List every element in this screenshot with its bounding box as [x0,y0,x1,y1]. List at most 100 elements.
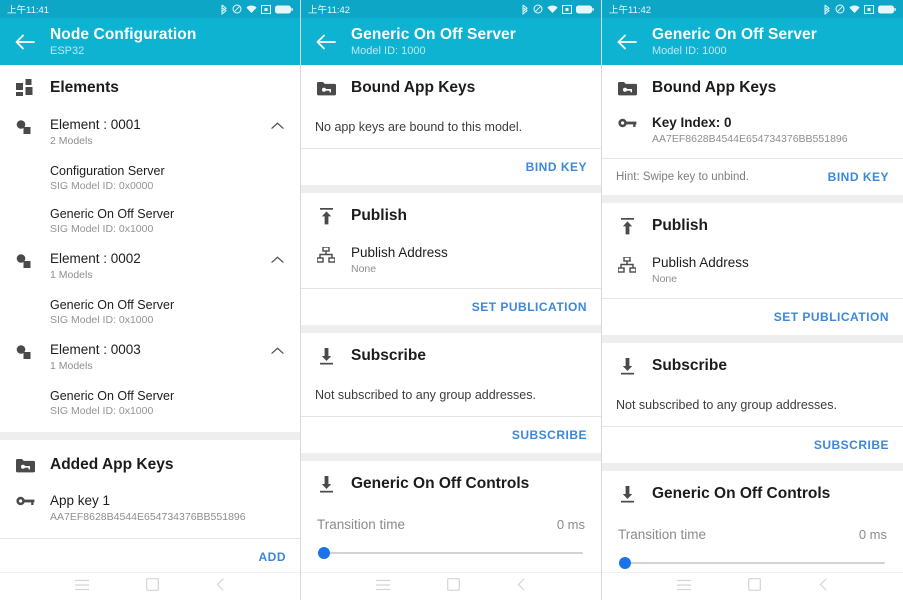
chevron-up-icon[interactable] [268,116,286,130]
app-bar-titles: Generic On Off Server Model ID: 1000 [652,26,817,58]
set-publication-button[interactable]: SET PUBLICATION [471,299,587,314]
app-key-row[interactable]: App key 1 AA7EF8628B4544E654734376BB5518… [0,486,300,538]
back-arrow-icon[interactable] [614,29,640,55]
bound-app-keys-title: Bound App Keys [652,79,777,96]
model-id: SIG Model ID: 0x0000 [50,180,154,192]
element-row[interactable]: Element : 0002 1 Models [0,243,300,291]
divider [602,298,903,299]
bound-key-row[interactable]: Key Index: 0 AA7EF8628B4544E654734376BB5… [602,109,903,158]
section-header-publish: Publish [602,203,903,247]
folder-key-icon [616,81,638,96]
home-icon[interactable] [748,577,762,596]
element-row[interactable]: Element : 0003 1 Models [0,334,300,382]
app-bar: Node Configuration ESP32 [0,18,300,65]
page-title: Node Configuration [50,25,197,43]
element-row[interactable]: Element : 0001 2 Models [0,109,300,157]
section-header-bound-app-keys: Bound App Keys [602,65,903,109]
scroll-body[interactable]: Bound App Keys Key Index: 0 AA7EF8628B45… [602,65,903,572]
key-icon [616,114,638,129]
phone-screen-node-configuration: 上午11:41 Node Configuration ESP32 [0,0,301,600]
divider [602,426,903,427]
section-header-bound-app-keys: Bound App Keys [301,65,601,109]
menu-icon[interactable] [375,578,390,596]
sim-icon [261,4,271,14]
section-header-controls: Generic On Off Controls [602,471,903,515]
app-key-value: AA7EF8628B4544E654734376BB551896 [50,511,246,523]
bluetooth-icon [221,4,227,15]
slider-knob[interactable] [318,547,330,559]
back-arrow-icon[interactable] [12,29,38,55]
transition-time-slider-block: Transition time 0 ms [602,515,903,572]
section-header-added-app-keys: Added App Keys [0,440,300,486]
battery-icon [275,5,293,13]
transition-time-label: Transition time [618,527,707,542]
wifi-icon [849,5,860,13]
menu-icon[interactable] [74,578,89,596]
model-row[interactable]: Generic On Off Server SIG Model ID: 0x10… [0,291,300,334]
divider [0,538,300,539]
element-text: Element : 0001 2 Models [50,116,268,148]
app-key-name: App key 1 [50,493,111,508]
subscribe-title: Subscribe [652,357,727,374]
page-subtitle: Model ID: 1000 [652,44,727,57]
publish-address-row[interactable]: Publish Address None [602,247,903,298]
status-clock: 上午11:42 [308,5,351,16]
publish-upload-icon [616,217,638,235]
model-row[interactable]: Generic On Off Server SIG Model ID: 0x10… [0,200,300,243]
battery-icon [576,5,594,13]
slider-knob[interactable] [619,557,631,569]
model-row[interactable]: Configuration Server SIG Model ID: 0x000… [0,157,300,200]
bind-key-button[interactable]: BIND KEY [525,159,587,174]
subscribe-title: Subscribe [351,347,426,364]
model-row[interactable]: Generic On Off Server SIG Model ID: 0x10… [0,382,300,432]
scroll-body[interactable]: Elements Element : 0001 2 Models [0,65,300,572]
add-app-key-actionbar: ADD [0,539,300,572]
chevron-up-icon[interactable] [268,341,286,355]
back-icon[interactable] [216,577,225,596]
publish-card: Publish Publish Address None SET PUBLICA… [602,203,903,335]
back-icon[interactable] [819,577,828,596]
status-bar: 上午11:41 [0,0,300,18]
added-app-keys-card: Added App Keys App key 1 AA7EF8628B4544E… [0,440,300,572]
delay-slider-block: Delay (5ms steps) 0 ms [301,568,601,572]
publish-address-label: Publish Address [652,255,749,270]
folder-key-icon [14,458,36,473]
status-icons [220,4,293,15]
transition-time-value: 0 ms [858,527,887,542]
subscribe-button[interactable]: SUBSCRIBE [813,437,889,452]
publish-address-row[interactable]: Publish Address None [301,237,601,288]
model-id: SIG Model ID: 0x1000 [50,223,154,235]
add-button[interactable]: ADD [258,549,286,564]
subscribe-download-icon [315,475,337,493]
slider-rail [624,562,885,564]
menu-icon[interactable] [676,578,691,596]
wifi-icon [246,5,257,13]
page-title: Generic On Off Server [351,25,516,43]
bound-app-keys-empty-text: No app keys are bound to this model. [315,120,523,134]
status-clock: 上午11:42 [609,5,652,16]
publish-title: Publish [652,217,708,234]
home-icon[interactable] [146,577,159,596]
section-header-publish: Publish [301,193,601,237]
back-arrow-icon[interactable] [313,29,339,55]
controls-title: Generic On Off Controls [652,485,831,502]
phone-screen-model-bound: 上午11:42 Generic On Off Server Model ID: … [602,0,903,600]
dashboard-grid-icon [14,79,36,97]
elements-card: Elements Element : 0001 2 Models [0,65,300,432]
element-title: Element : 0003 [50,342,141,357]
scroll-body[interactable]: Bound App Keys No app keys are bound to … [301,65,601,572]
transition-time-slider[interactable] [317,546,585,560]
subscribe-button[interactable]: SUBSCRIBE [511,427,587,442]
back-icon[interactable] [517,577,526,596]
status-clock: 上午11:41 [7,5,50,16]
publish-upload-icon [315,207,337,225]
transition-time-slider[interactable] [618,556,887,570]
set-publication-button[interactable]: SET PUBLICATION [773,309,889,324]
chevron-up-icon[interactable] [268,250,286,264]
bind-key-button[interactable]: BIND KEY [827,169,889,184]
unbind-hint: Hint: Swipe key to unbind. [616,170,749,183]
home-icon[interactable] [447,577,460,596]
battery-icon [878,5,896,13]
system-nav-bar [301,572,601,600]
